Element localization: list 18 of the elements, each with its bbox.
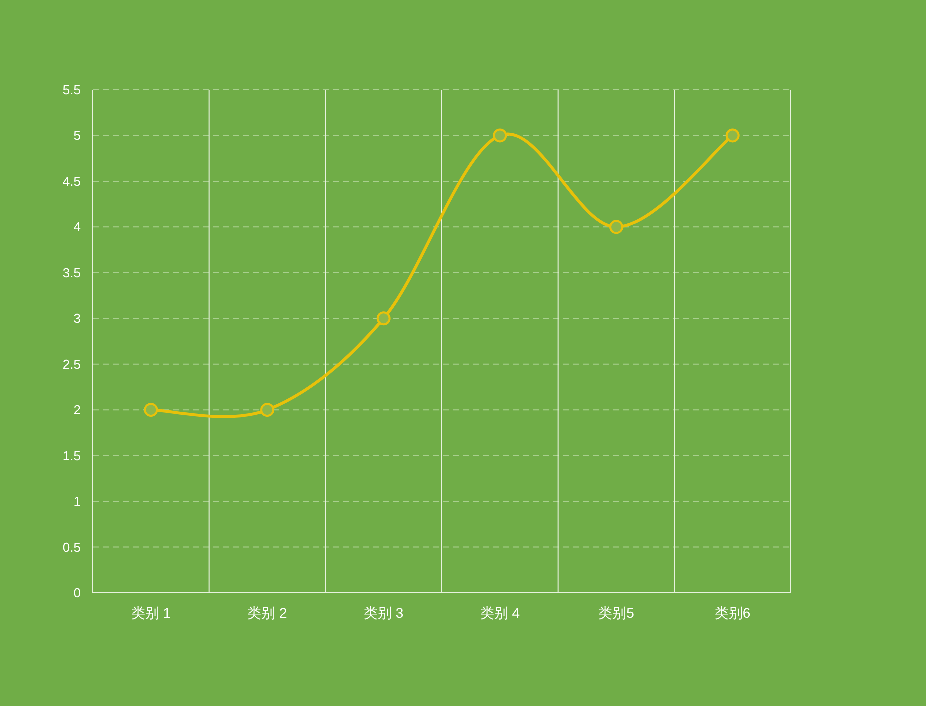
y-tick-label: 0 [74,586,81,600]
y-tick-label: 4.5 [62,174,81,189]
x-tick-label: 类别 2 [248,605,288,621]
y-tick-label: 3.5 [62,265,81,280]
x-tick-label: 类别 4 [480,605,520,621]
y-tick-label: 4 [74,220,81,235]
y-tick-label: 2.5 [62,356,81,372]
y-tick-label: 5.5 [62,82,81,98]
y-tick-label: 0.5 [62,540,81,555]
y-tick-label: 5 [74,128,81,144]
y-tick-label: 2 [74,402,81,418]
x-tick-label: 类别 3 [364,605,404,621]
y-tick-label: 1 [74,494,81,510]
x-tick-label: 类别5 [598,605,635,621]
x-tick-label: 类别 1 [131,605,172,621]
y-tick-label: 3 [74,311,81,326]
x-tick-label: 类别6 [714,605,751,621]
y-tick-label: 1.5 [62,448,81,464]
